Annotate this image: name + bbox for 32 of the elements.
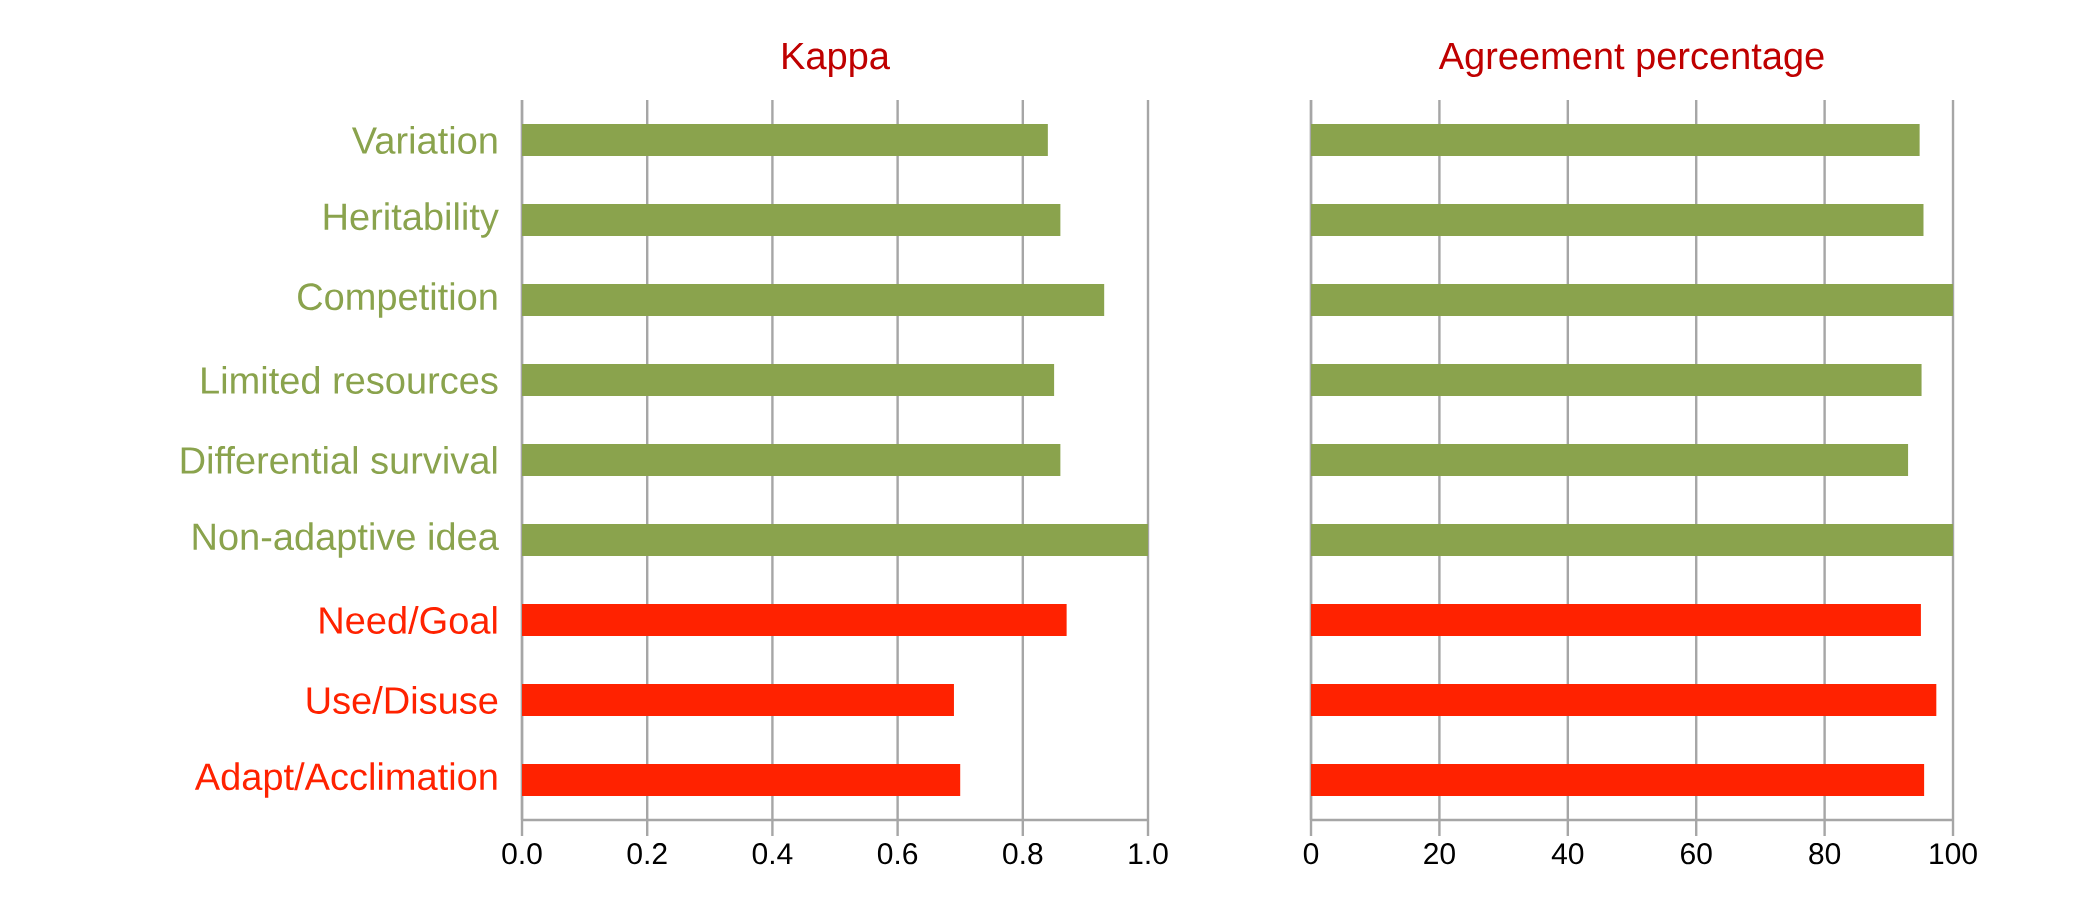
y-tick-label: Differential survival <box>181 446 497 474</box>
x-tick-label: 0.8 <box>1003 843 1043 865</box>
y-tick-label: Non-adaptive idea <box>193 522 499 558</box>
x-tick-label: 20 <box>1424 843 1455 865</box>
x-tick-label: 0.6 <box>877 843 918 865</box>
y-tick-label: Need/Goal <box>320 606 497 634</box>
bar <box>522 444 1061 477</box>
bar <box>522 124 1048 157</box>
x-tick-label: 80 <box>1809 843 1841 865</box>
y-tick-label: Heritability <box>324 202 499 238</box>
x-tick-label: 1.0 <box>1129 843 1168 865</box>
x-tick-label: 0.2 <box>627 843 667 865</box>
y-tick-label: Limited resources <box>202 366 498 394</box>
x-tick-label: 100 <box>1930 843 1977 865</box>
y-tick-label: Use/Disuse <box>307 686 498 714</box>
bar <box>522 604 1067 637</box>
bar <box>522 284 1105 317</box>
bar <box>522 684 954 717</box>
x-tick-label: 60 <box>1681 843 1712 865</box>
chart-title: Kappa <box>783 42 890 77</box>
bar <box>522 364 1055 397</box>
chart-title: Agreement percentage <box>1438 42 1824 77</box>
x-tick-label: 0.0 <box>502 843 542 865</box>
x-tick-label: 40 <box>1551 843 1584 865</box>
bar <box>522 764 961 797</box>
y-tick-label: Variation <box>351 126 497 154</box>
x-tick-label: 0 <box>1303 843 1319 865</box>
y-tick-label: Competition <box>298 282 497 318</box>
bar <box>522 204 1061 237</box>
bar <box>522 524 1149 557</box>
y-tick-label: Adapt/Acclimation <box>194 762 497 798</box>
x-tick-label: 0.4 <box>752 843 793 865</box>
